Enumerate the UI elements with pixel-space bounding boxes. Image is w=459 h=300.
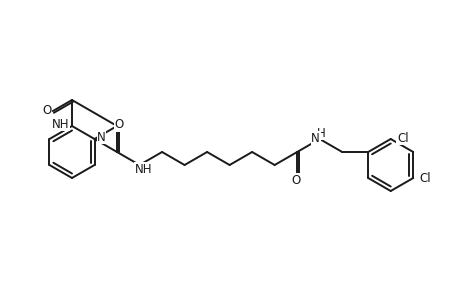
Text: O: O: [114, 118, 123, 131]
Text: H: H: [317, 127, 325, 140]
Text: O: O: [42, 103, 51, 117]
Text: NH: NH: [52, 118, 70, 130]
Text: Cl: Cl: [396, 131, 408, 145]
Text: N: N: [97, 130, 106, 143]
Text: Cl: Cl: [419, 172, 430, 185]
Text: NH: NH: [134, 163, 152, 176]
Text: N: N: [311, 131, 319, 145]
Text: O: O: [291, 174, 300, 187]
